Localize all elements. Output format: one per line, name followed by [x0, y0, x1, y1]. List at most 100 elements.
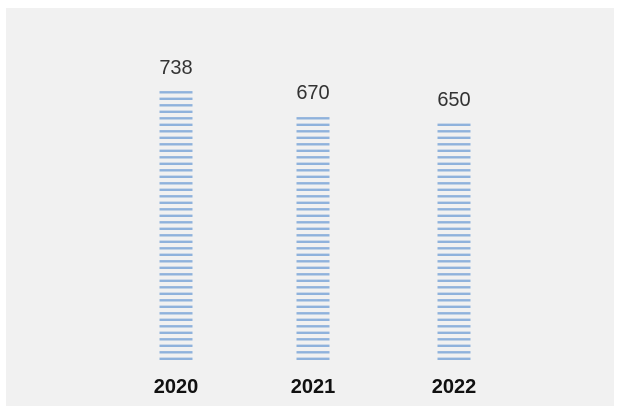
bar-stripe — [296, 117, 330, 120]
bar-stripe — [437, 325, 471, 328]
bar-stripe — [296, 273, 330, 276]
bar-stripe — [159, 195, 193, 198]
bar-stripe — [437, 201, 471, 204]
bar-stripe — [296, 195, 330, 198]
bar-stripe — [159, 344, 193, 347]
category-label-2022: 2022 — [432, 376, 477, 398]
bar-stripe — [437, 286, 471, 289]
bar-stripe — [296, 201, 330, 204]
bar-stripe — [437, 208, 471, 211]
bar-stripe — [159, 312, 193, 315]
bar-stripe — [296, 240, 330, 243]
bar-stripe — [437, 195, 471, 198]
bar-stripe — [296, 292, 330, 295]
bar-stripe — [159, 260, 193, 263]
bar-stripe — [437, 214, 471, 217]
bar-stripe — [159, 162, 193, 165]
category-label-2021: 2021 — [291, 376, 336, 398]
bar-stripe — [296, 234, 330, 237]
bar-stripe — [159, 149, 193, 152]
value-label-2022: 650 — [437, 89, 470, 111]
bar-stripe — [296, 221, 330, 224]
category-label-2020: 2020 — [154, 376, 199, 398]
bar-stripe — [437, 338, 471, 341]
bar-stripe — [296, 312, 330, 315]
bar-stripe — [437, 156, 471, 159]
bar-stripe — [437, 149, 471, 152]
bar-stripe — [296, 286, 330, 289]
bar-stripe — [437, 351, 471, 354]
bar-stripe — [159, 351, 193, 354]
bar-stripe — [296, 325, 330, 328]
bar-stripe — [296, 338, 330, 341]
bar-stripe — [437, 357, 471, 360]
bar-stripe — [296, 156, 330, 159]
bar-stripe — [437, 273, 471, 276]
bar-stripe — [296, 208, 330, 211]
bar-stripe — [159, 279, 193, 282]
bar-stripe — [296, 214, 330, 217]
bar-stripe — [437, 279, 471, 282]
bar-stripe — [437, 253, 471, 256]
bar-2021 — [296, 117, 330, 360]
bar-stripe — [437, 143, 471, 146]
bar-stripe — [437, 312, 471, 315]
bar-stripe — [296, 279, 330, 282]
bar-stripe — [296, 351, 330, 354]
bar-stripe — [296, 357, 330, 360]
bar-stripe — [437, 136, 471, 139]
bar-stripe — [437, 188, 471, 191]
bar-stripe — [437, 318, 471, 321]
bar-stripe — [159, 325, 193, 328]
bar-stripe — [437, 299, 471, 302]
bar-stripe — [159, 130, 193, 133]
bar-stripe — [437, 182, 471, 185]
bar-stripe — [296, 169, 330, 172]
bar-stripe — [159, 182, 193, 185]
bar-stripe — [159, 201, 193, 204]
bar-stripe — [159, 208, 193, 211]
bar-stripe — [296, 247, 330, 250]
bar-stripe — [437, 266, 471, 269]
bar-stripe — [296, 227, 330, 230]
bar-stripe — [296, 149, 330, 152]
bar-stripe — [437, 240, 471, 243]
bar-stripe — [437, 305, 471, 308]
bar-stripe — [159, 299, 193, 302]
bar-stripe — [296, 136, 330, 139]
bar-stripe — [296, 162, 330, 165]
bar-stripe — [437, 344, 471, 347]
bar-stripe — [159, 221, 193, 224]
bar-stripe — [159, 266, 193, 269]
bar-stripe — [437, 169, 471, 172]
bar-stripe — [159, 240, 193, 243]
bar-stripe — [159, 305, 193, 308]
bar-stripe — [159, 169, 193, 172]
bar-stripe — [296, 266, 330, 269]
bar-2022 — [437, 123, 471, 360]
bar-stripe — [437, 221, 471, 224]
bar-stripe — [437, 292, 471, 295]
bar-stripe — [159, 156, 193, 159]
bar-stripe — [437, 331, 471, 334]
bar-stripe — [296, 318, 330, 321]
bar-stripe — [159, 117, 193, 120]
bar-stripe — [296, 175, 330, 178]
bar-stripe — [296, 305, 330, 308]
bar-stripe — [159, 331, 193, 334]
bar-stripe — [296, 260, 330, 263]
bar-stripe — [159, 91, 193, 94]
bar-stripe — [159, 123, 193, 126]
bar-stripe — [159, 143, 193, 146]
bar-stripe — [159, 247, 193, 250]
bar-stripe — [159, 234, 193, 237]
bar-stripe — [437, 123, 471, 126]
bar-stripe — [159, 318, 193, 321]
bar-stripe — [296, 331, 330, 334]
value-label-2021: 670 — [296, 82, 329, 104]
bar-stripe — [296, 130, 330, 133]
bar-stripe — [437, 130, 471, 133]
bar-stripe — [437, 175, 471, 178]
bar-stripe — [159, 104, 193, 107]
